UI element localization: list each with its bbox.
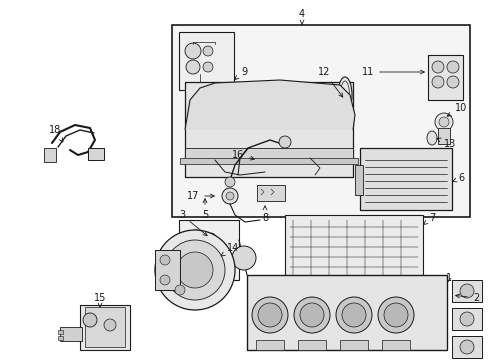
Text: 4: 4 — [298, 9, 305, 24]
Bar — [184, 82, 352, 177]
Text: 17: 17 — [186, 191, 214, 201]
Circle shape — [189, 248, 203, 262]
Bar — [256, 340, 284, 350]
Circle shape — [175, 285, 184, 295]
Circle shape — [446, 61, 458, 73]
Bar — [246, 275, 446, 350]
Circle shape — [184, 43, 201, 59]
Text: 13: 13 — [436, 138, 455, 149]
Circle shape — [224, 177, 235, 187]
Circle shape — [160, 255, 170, 265]
Bar — [58, 336, 63, 340]
Circle shape — [434, 113, 452, 131]
Circle shape — [251, 297, 287, 333]
Text: 16: 16 — [231, 150, 254, 160]
Bar — [180, 158, 357, 164]
Bar — [257, 185, 285, 201]
Text: 1: 1 — [445, 273, 451, 283]
Circle shape — [187, 230, 203, 246]
Bar — [179, 220, 239, 280]
Circle shape — [341, 303, 365, 327]
Circle shape — [438, 117, 448, 127]
Bar — [359, 148, 451, 210]
Text: 9: 9 — [234, 67, 246, 80]
Circle shape — [431, 76, 443, 88]
Text: 10: 10 — [447, 103, 466, 116]
Circle shape — [203, 62, 213, 72]
Text: 18: 18 — [49, 125, 63, 142]
Circle shape — [225, 192, 234, 200]
Bar — [437, 128, 449, 144]
Text: 14: 14 — [221, 243, 239, 256]
Circle shape — [383, 303, 407, 327]
Circle shape — [104, 319, 116, 331]
Bar — [88, 148, 104, 160]
Text: 6: 6 — [451, 173, 463, 183]
Bar — [179, 32, 234, 90]
Bar — [44, 148, 56, 162]
Bar — [451, 280, 481, 302]
Polygon shape — [184, 80, 354, 130]
Text: 8: 8 — [262, 206, 267, 223]
Ellipse shape — [337, 77, 351, 113]
Circle shape — [459, 340, 473, 354]
Bar — [80, 305, 130, 350]
Text: 12: 12 — [317, 67, 342, 97]
Circle shape — [258, 303, 282, 327]
Circle shape — [377, 297, 413, 333]
Text: 2: 2 — [455, 293, 478, 303]
Circle shape — [431, 61, 443, 73]
Bar — [60, 327, 82, 341]
Circle shape — [160, 275, 170, 285]
Bar — [85, 307, 125, 347]
Circle shape — [222, 188, 238, 204]
Circle shape — [293, 297, 329, 333]
Circle shape — [446, 76, 458, 88]
Circle shape — [205, 250, 216, 260]
Bar — [155, 250, 180, 290]
Bar — [184, 148, 352, 160]
Bar — [58, 330, 63, 334]
Bar — [451, 308, 481, 330]
Bar — [381, 340, 409, 350]
Text: 11: 11 — [361, 67, 424, 77]
Circle shape — [459, 312, 473, 326]
Circle shape — [459, 284, 473, 298]
Circle shape — [177, 252, 213, 288]
Bar — [354, 165, 362, 195]
Bar — [451, 336, 481, 358]
Bar — [172, 25, 469, 217]
Circle shape — [185, 60, 200, 74]
Bar — [427, 55, 462, 100]
Text: 3: 3 — [179, 210, 207, 236]
Circle shape — [203, 46, 213, 56]
Circle shape — [335, 297, 371, 333]
Bar — [297, 340, 325, 350]
Text: 5: 5 — [202, 199, 208, 220]
Text: 7: 7 — [423, 213, 434, 225]
Circle shape — [299, 303, 324, 327]
Circle shape — [231, 246, 256, 270]
Ellipse shape — [426, 131, 436, 145]
Circle shape — [205, 233, 216, 243]
Circle shape — [155, 230, 235, 310]
Bar — [339, 340, 367, 350]
Circle shape — [279, 136, 290, 148]
Text: 15: 15 — [94, 293, 106, 307]
Circle shape — [164, 240, 224, 300]
Circle shape — [83, 313, 97, 327]
Bar — [285, 215, 422, 285]
